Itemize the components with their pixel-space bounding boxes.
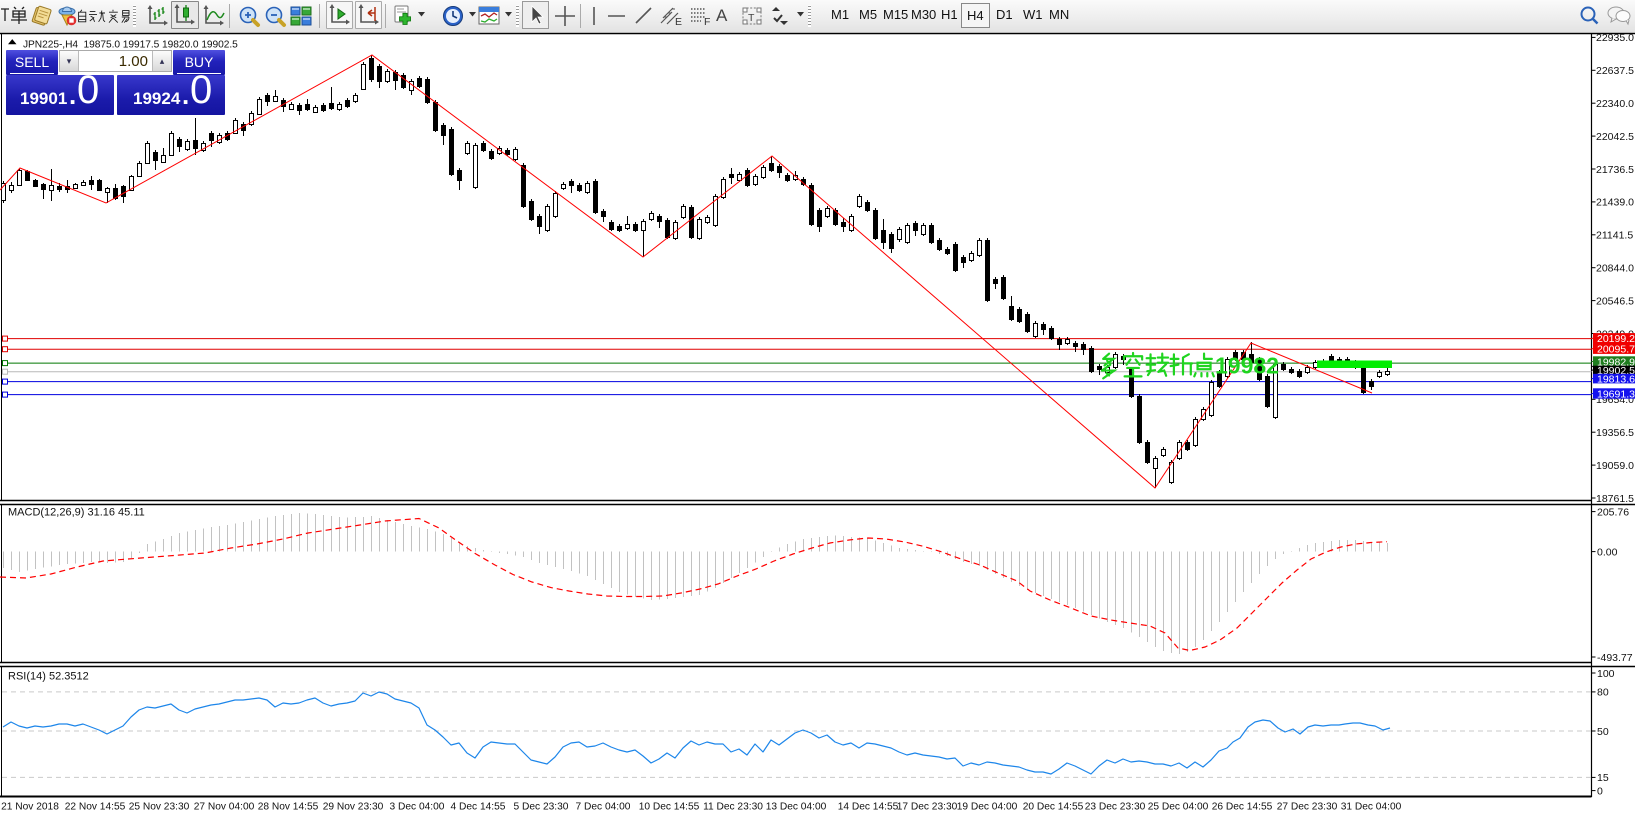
svg-text:29 Nov 23:30: 29 Nov 23:30	[323, 802, 384, 813]
svg-text:21 Nov 2018: 21 Nov 2018	[1, 802, 59, 813]
svg-text:RSI(14) 52.3512: RSI(14) 52.3512	[8, 671, 89, 683]
svg-text:10 Dec 14:55: 10 Dec 14:55	[639, 802, 700, 813]
svg-text:23 Dec 23:30: 23 Dec 23:30	[1085, 802, 1146, 813]
svg-text:MACD(12,26,9) 31.16 45.11: MACD(12,26,9) 31.16 45.11	[8, 507, 145, 519]
svg-text:19 Dec 04:00: 19 Dec 04:00	[957, 802, 1018, 813]
svg-text:27 Dec 23:30: 27 Dec 23:30	[1277, 802, 1338, 813]
svg-text:3 Dec 04:00: 3 Dec 04:00	[390, 802, 445, 813]
svg-text:20095.7: 20095.7	[1597, 344, 1635, 356]
svg-text:13 Dec 04:00: 13 Dec 04:00	[766, 802, 827, 813]
svg-text:19356.5: 19356.5	[1596, 427, 1634, 439]
svg-text:19691.3: 19691.3	[1597, 388, 1635, 400]
svg-text:21439.0: 21439.0	[1596, 197, 1634, 209]
svg-text:F: F	[704, 16, 710, 28]
svg-text:19813.6: 19813.6	[1597, 374, 1635, 386]
svg-text:27 Nov 04:00: 27 Nov 04:00	[194, 802, 255, 813]
svg-text:100: 100	[1597, 668, 1615, 680]
svg-text:19982.9: 19982.9	[1597, 356, 1635, 368]
svg-text:80: 80	[1597, 687, 1609, 699]
svg-text:17 Dec 23:30: 17 Dec 23:30	[897, 802, 958, 813]
svg-text:15: 15	[1597, 772, 1609, 784]
svg-text:205.76: 205.76	[1597, 506, 1629, 518]
svg-text:20844.0: 20844.0	[1596, 263, 1634, 275]
svg-text:50: 50	[1597, 726, 1609, 738]
svg-text:25 Nov 23:30: 25 Nov 23:30	[129, 802, 190, 813]
svg-text:26 Dec 14:55: 26 Dec 14:55	[1212, 802, 1273, 813]
svg-text:22935.0: 22935.0	[1596, 32, 1634, 44]
svg-text:11 Dec 23:30: 11 Dec 23:30	[703, 802, 763, 813]
svg-text:19059.0: 19059.0	[1596, 460, 1634, 472]
svg-text:22340.0: 22340.0	[1596, 98, 1634, 110]
svg-text:31 Dec 04:00: 31 Dec 04:00	[1341, 802, 1402, 813]
svg-text:22637.5: 22637.5	[1596, 65, 1634, 77]
svg-text:E: E	[675, 16, 682, 28]
svg-text:4 Dec 14:55: 4 Dec 14:55	[451, 802, 506, 813]
svg-text:0: 0	[1597, 785, 1603, 797]
svg-text:21141.5: 21141.5	[1596, 230, 1633, 242]
svg-text:22042.5: 22042.5	[1596, 131, 1634, 143]
svg-text:20199.2: 20199.2	[1597, 333, 1635, 345]
svg-text:JPN225-,H4 19875.0 19917.5 19: JPN225-,H4 19875.0 19917.5 19820.0 19902…	[23, 40, 238, 51]
svg-text:14 Dec 14:55: 14 Dec 14:55	[838, 802, 899, 813]
svg-text:20 Dec 14:55: 20 Dec 14:55	[1023, 802, 1084, 813]
svg-text:21736.5: 21736.5	[1596, 164, 1634, 176]
svg-text:25 Dec 04:00: 25 Dec 04:00	[1148, 802, 1209, 813]
svg-text:18761.5: 18761.5	[1596, 493, 1634, 505]
svg-text:28 Nov 14:55: 28 Nov 14:55	[258, 802, 319, 813]
svg-text:-493.77: -493.77	[1597, 652, 1633, 664]
svg-text:T: T	[748, 12, 755, 24]
svg-text:5 Dec 23:30: 5 Dec 23:30	[514, 802, 569, 813]
svg-text:20546.5: 20546.5	[1596, 295, 1634, 307]
svg-text:22 Nov 14:55: 22 Nov 14:55	[65, 802, 126, 813]
svg-text:7 Dec 04:00: 7 Dec 04:00	[576, 802, 631, 813]
svg-text:19982: 19982	[1215, 353, 1279, 379]
svg-text:0.00: 0.00	[1597, 546, 1618, 558]
